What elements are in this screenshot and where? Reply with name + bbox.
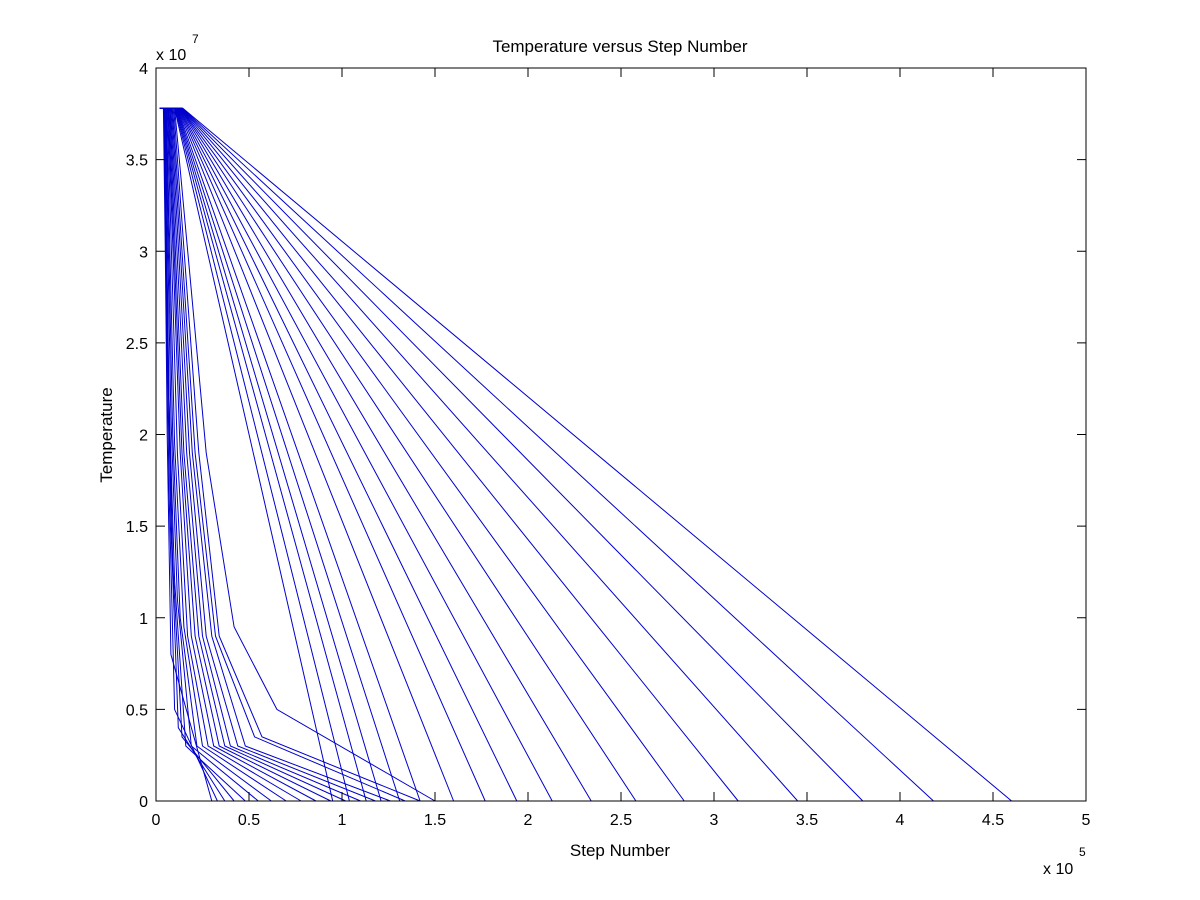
series-line-29 [161, 107, 592, 802]
x-tick-label: 3 [710, 812, 719, 829]
x-tick-label: 4 [896, 812, 905, 829]
x-axis-ticks: 0 0.5 1 1.5 2 2.5 3 3.5 4 4.5 5 [152, 68, 1091, 829]
series-line-33 [161, 107, 799, 802]
x-exponent-power: 5 [1079, 845, 1086, 859]
series-line-15 [159, 107, 391, 802]
x-tick-label: 2.5 [610, 812, 632, 829]
series-line-34 [161, 107, 864, 802]
series-group [159, 107, 1012, 802]
x-tick-label: 1.5 [424, 812, 446, 829]
series-line-36 [161, 107, 1012, 802]
x-tick-label: 0 [152, 812, 161, 829]
y-tick-label: 3.5 [126, 153, 148, 170]
y-axis-label: Temperature [97, 387, 116, 482]
y-tick-label: 0 [139, 794, 148, 811]
series-line-35 [161, 107, 934, 802]
y-tick-label: 1 [139, 611, 148, 628]
plot-frame [155, 67, 1087, 802]
x-tick-label: 2 [524, 812, 533, 829]
y-exponent-power: 7 [192, 32, 199, 46]
y-tick-label: 2.5 [126, 336, 148, 353]
series-line-24 [161, 107, 421, 802]
y-exponent-label: x 10 7 [156, 32, 199, 64]
series-line-30 [161, 107, 637, 802]
series-line-23 [161, 107, 401, 802]
y-tick-label: 0.5 [126, 702, 148, 719]
series-line-31 [161, 107, 685, 802]
x-axis-label: Step Number [570, 841, 670, 860]
series-line-28 [161, 107, 553, 802]
y-tick-label: 4 [139, 61, 148, 78]
y-tick-label: 3 [139, 244, 148, 261]
chart-title: Temperature versus Step Number [492, 37, 747, 56]
series-line-27 [161, 107, 518, 802]
series-line-12 [159, 107, 346, 802]
y-exponent-base: x 10 [156, 47, 186, 64]
x-tick-label: 3.5 [796, 812, 818, 829]
x-tick-label: 5 [1082, 812, 1091, 829]
series-line-32 [161, 107, 739, 802]
series-line-8 [159, 107, 287, 802]
x-exponent-base: x 10 [1043, 861, 1073, 878]
y-axis-ticks: 0 0.5 1 1.5 2 2.5 3 3.5 4 [126, 61, 1086, 811]
y-tick-label: 2 [139, 428, 148, 445]
y-tick-label: 1.5 [126, 519, 148, 536]
x-tick-label: 1 [338, 812, 347, 829]
x-tick-label: 4.5 [982, 812, 1004, 829]
x-tick-label: 0.5 [238, 812, 260, 829]
x-exponent-label: x 10 5 [1043, 845, 1086, 878]
series-line-16 [159, 107, 406, 802]
